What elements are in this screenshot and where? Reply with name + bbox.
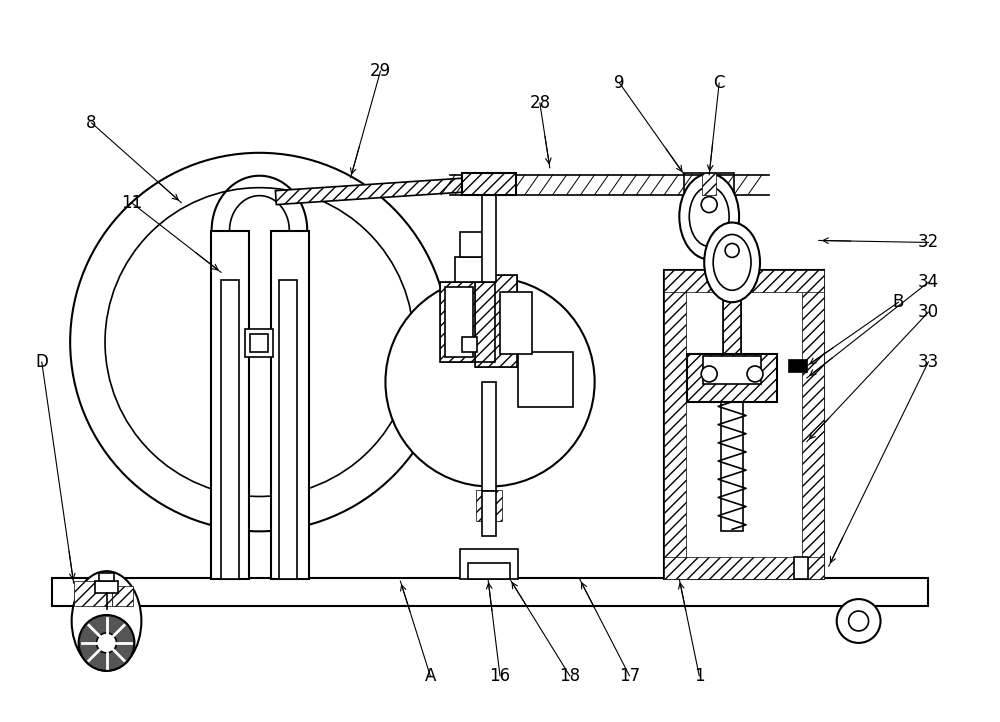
Bar [475, 275, 517, 367]
Bar [279, 280, 297, 579]
Bar [460, 549, 518, 579]
Bar [723, 272, 741, 354]
Bar [687, 354, 777, 402]
Bar [687, 354, 777, 402]
Circle shape [97, 633, 116, 653]
Circle shape [79, 615, 134, 671]
Bar [794, 557, 808, 579]
Bar [95, 581, 118, 593]
Ellipse shape [704, 222, 760, 303]
Bar [664, 270, 824, 579]
Bar [462, 173, 516, 195]
Text: 17: 17 [619, 667, 640, 684]
Ellipse shape [72, 571, 141, 671]
Bar [482, 188, 496, 282]
Circle shape [725, 243, 739, 258]
Bar [802, 270, 824, 579]
Ellipse shape [713, 235, 751, 290]
Bar [52, 578, 928, 606]
Text: 29: 29 [370, 62, 391, 80]
Text: C: C [713, 74, 725, 92]
Bar [462, 337, 477, 352]
Text: 32: 32 [918, 233, 939, 251]
Bar [455, 258, 495, 282]
Bar [245, 329, 273, 357]
Bar [684, 173, 734, 195]
Text: 30: 30 [918, 303, 939, 321]
Bar [99, 573, 114, 581]
Bar [475, 275, 517, 367]
Bar [500, 292, 532, 354]
Bar [440, 282, 495, 362]
Circle shape [747, 366, 763, 382]
Text: A: A [425, 667, 436, 684]
Bar [664, 270, 686, 579]
Bar [789, 360, 807, 372]
Circle shape [385, 277, 595, 487]
Ellipse shape [679, 174, 739, 259]
Bar [445, 287, 473, 357]
Bar [221, 280, 239, 579]
Text: 16: 16 [489, 667, 511, 684]
Bar [518, 352, 573, 406]
Bar [664, 557, 824, 579]
Bar [468, 563, 510, 579]
Bar [702, 173, 716, 195]
Circle shape [701, 366, 717, 382]
Bar [211, 230, 249, 579]
Circle shape [105, 188, 414, 497]
Bar [482, 492, 496, 536]
Text: 9: 9 [614, 74, 625, 92]
Text: B: B [893, 293, 904, 311]
Bar [703, 356, 761, 384]
Text: 11: 11 [121, 193, 142, 212]
Text: 34: 34 [918, 274, 939, 291]
Circle shape [837, 599, 881, 643]
Text: D: D [35, 353, 48, 371]
Text: 33: 33 [918, 353, 939, 371]
Ellipse shape [689, 187, 729, 246]
Bar [723, 272, 741, 354]
Bar [112, 586, 133, 606]
Text: 8: 8 [86, 114, 97, 132]
Bar [664, 270, 824, 292]
Circle shape [849, 611, 869, 631]
Circle shape [701, 196, 717, 212]
Bar [271, 230, 309, 579]
Bar [476, 490, 502, 521]
Text: 18: 18 [559, 667, 580, 684]
Polygon shape [275, 178, 471, 204]
Bar [440, 282, 495, 362]
Bar [74, 581, 112, 606]
Text: 1: 1 [694, 667, 705, 684]
Bar [250, 334, 268, 352]
Bar [482, 382, 496, 492]
Text: 28: 28 [529, 94, 550, 112]
Bar [462, 173, 516, 195]
Bar [460, 232, 490, 258]
Circle shape [70, 153, 449, 531]
Bar [721, 362, 743, 531]
